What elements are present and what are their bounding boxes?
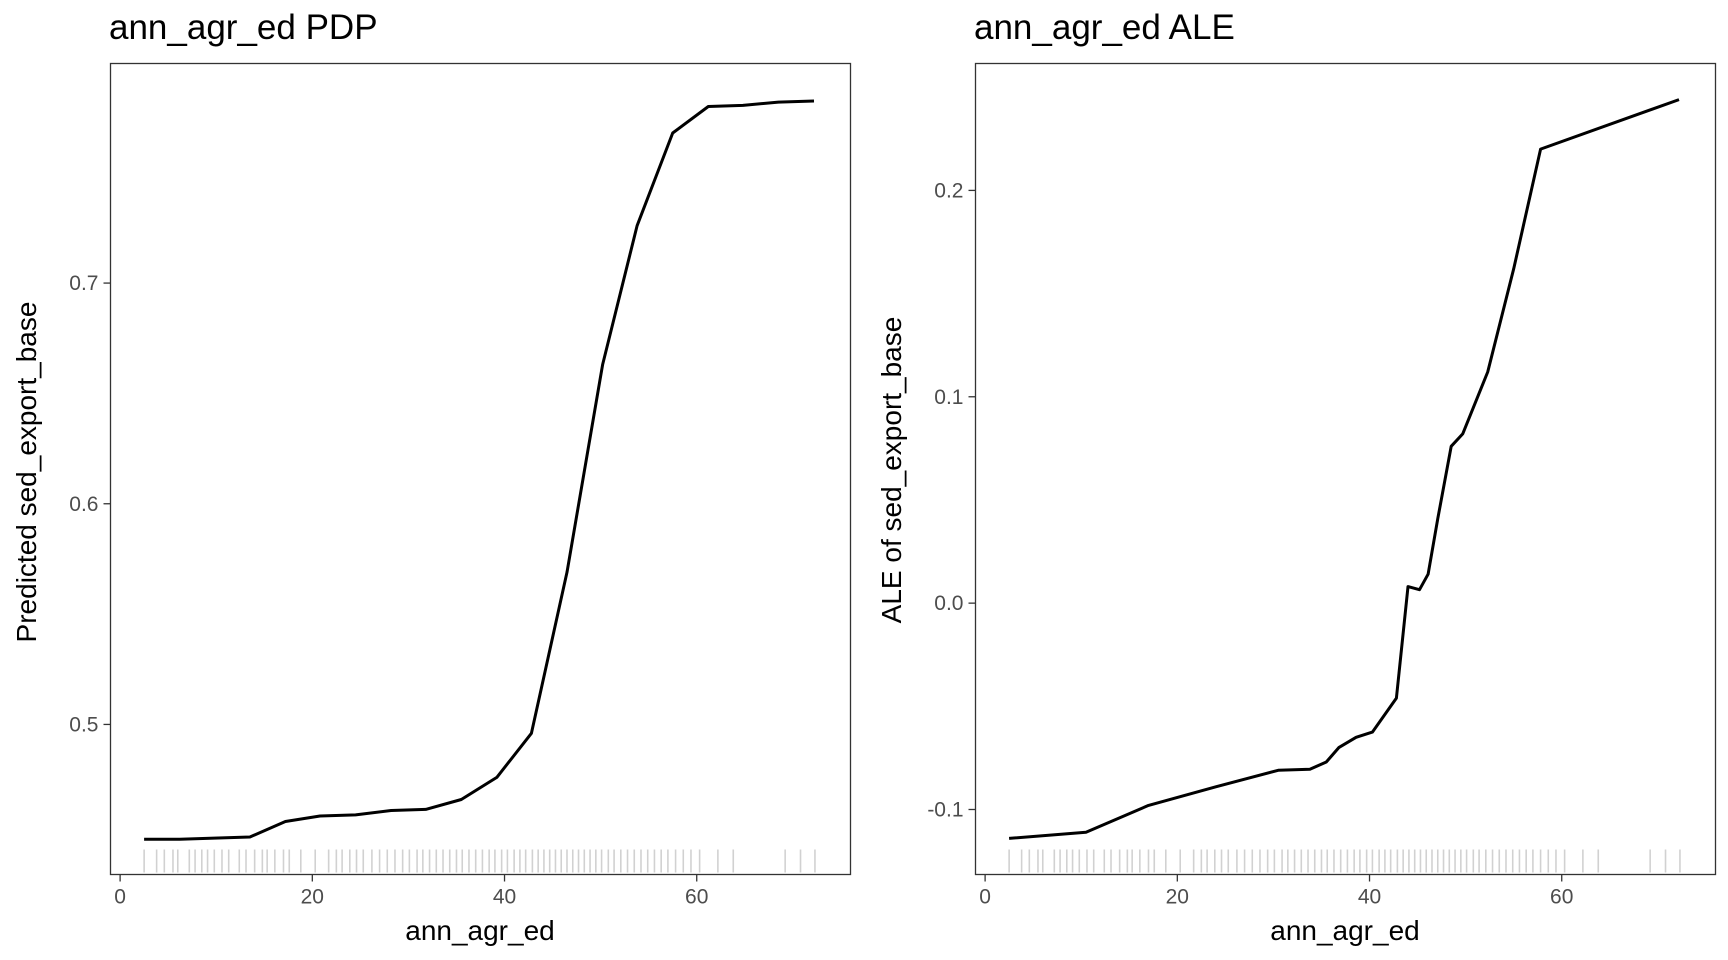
ale-axis-ticks: 0 20 40 60 -0.1 0.0 0.1 0.2 xyxy=(927,179,1573,908)
ale-panel: ann_agr_ed ALE ALE of sed_export_base an… xyxy=(876,8,1717,946)
ale-y-tick-label: 0.0 xyxy=(934,592,963,615)
ale-y-tick-label: -0.1 xyxy=(927,798,963,821)
ale-x-tick-label: 40 xyxy=(1358,886,1381,909)
ale-y-tick-label: 0.2 xyxy=(934,179,963,202)
pdp-x-tick-label: 0 xyxy=(114,886,126,909)
pdp-plot-frame xyxy=(109,62,852,876)
pdp-chart-title: ann_agr_ed PDP xyxy=(109,8,378,47)
ale-x-tick-label: 60 xyxy=(1550,886,1573,909)
pdp-y-tick-label: 0.5 xyxy=(69,713,98,736)
ale-plot-frame xyxy=(974,62,1717,876)
pdp-y-tick-label: 0.7 xyxy=(69,272,98,295)
ale-chart-title: ann_agr_ed ALE xyxy=(974,8,1235,47)
pdp-x-axis-title: ann_agr_ed xyxy=(405,915,554,946)
pdp-axis-ticks: 0 20 40 60 0.5 0.6 0.7 xyxy=(69,272,708,908)
pdp-y-tick-label: 0.6 xyxy=(69,493,98,516)
ale-series xyxy=(1008,98,1680,840)
ale-y-axis-title: ALE of sed_export_base xyxy=(876,317,907,624)
pdp-x-tick-label: 60 xyxy=(685,886,708,909)
pdp-rug xyxy=(143,849,816,873)
pdp-x-tick-label: 20 xyxy=(301,886,324,909)
pdp-series xyxy=(144,99,815,841)
ale-series-line xyxy=(1008,98,1680,840)
pdp-x-tick-label: 40 xyxy=(493,886,516,909)
pdp-panel: ann_agr_ed PDP Predicted sed_export_base… xyxy=(11,8,852,946)
pdp-series-line xyxy=(144,99,815,841)
ale-x-tick-label: 20 xyxy=(1166,886,1189,909)
pdp-y-axis-title: Predicted sed_export_base xyxy=(11,302,42,643)
ale-x-axis-title: ann_agr_ed xyxy=(1270,915,1419,946)
ale-y-tick-label: 0.1 xyxy=(934,386,963,409)
ale-x-tick-label: 0 xyxy=(979,886,991,909)
ale-rug xyxy=(1008,849,1681,873)
